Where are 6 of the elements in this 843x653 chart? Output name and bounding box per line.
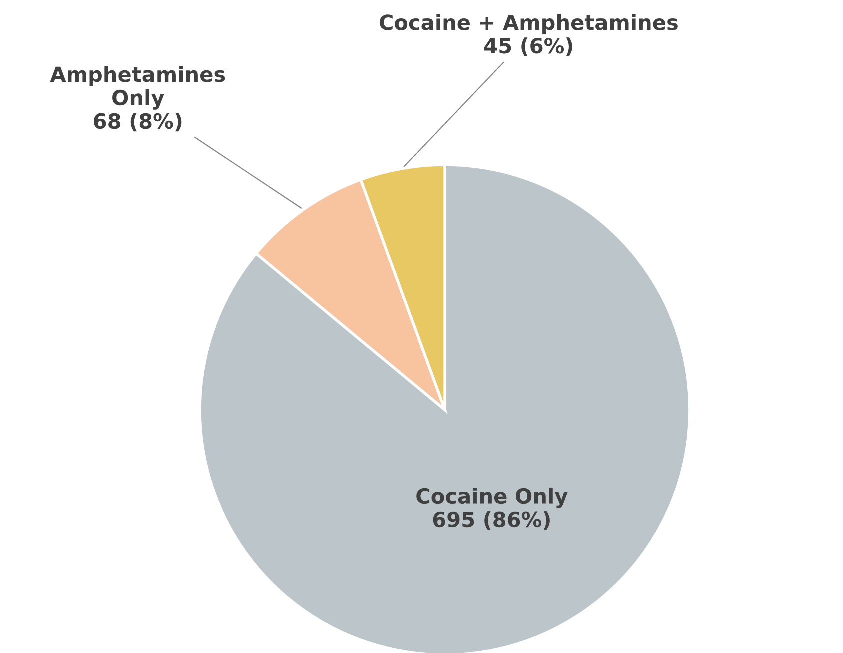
slice-label: Cocaine Only <box>416 488 568 508</box>
data-label: 68 (8%) <box>94 113 182 132</box>
slice-label: Cocaine + Amphetamines <box>380 14 678 34</box>
data-label: 45 (6%) <box>484 38 572 56</box>
slice-label: Amphetamines Only <box>50 66 226 110</box>
data-label: 695 (86%) <box>433 511 550 530</box>
